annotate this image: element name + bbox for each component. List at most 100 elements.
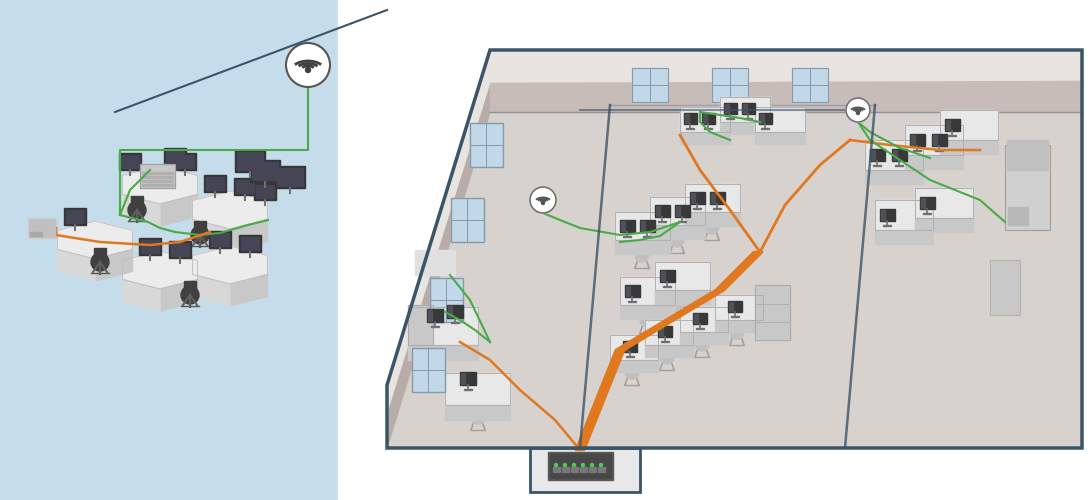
Circle shape [600,464,603,466]
Bar [142,180,173,182]
Polygon shape [645,320,693,345]
Polygon shape [711,193,714,203]
Circle shape [191,226,209,244]
Bar [990,260,1020,315]
Polygon shape [661,271,665,281]
Circle shape [530,187,556,213]
Polygon shape [632,68,668,102]
Bar [662,346,672,353]
Polygon shape [139,238,161,255]
Bar [913,150,921,151]
Bar [464,388,472,390]
Polygon shape [408,307,478,345]
Bar [140,164,175,188]
Bar [142,172,173,174]
Bar [627,361,637,368]
Polygon shape [277,168,302,186]
Polygon shape [206,177,224,190]
Polygon shape [192,246,268,284]
Circle shape [286,43,330,87]
Polygon shape [915,188,973,218]
Circle shape [563,464,567,466]
Circle shape [128,201,146,219]
Bar [628,300,636,302]
Bar [451,322,459,323]
Bar [744,118,752,119]
Polygon shape [141,240,159,253]
Polygon shape [891,149,906,161]
Bar [94,248,106,257]
Bar [339,0,1092,500]
Polygon shape [892,150,897,160]
Polygon shape [729,302,733,311]
Bar [553,467,560,472]
Bar [726,118,734,119]
Polygon shape [209,231,232,248]
Polygon shape [230,220,268,251]
Polygon shape [660,270,675,282]
Polygon shape [675,205,689,217]
Polygon shape [741,103,755,114]
Bar [693,208,701,209]
Polygon shape [676,206,679,216]
Polygon shape [879,209,894,221]
Polygon shape [447,305,463,318]
Bar [29,219,55,237]
Polygon shape [760,114,763,123]
Circle shape [306,68,310,72]
Polygon shape [680,107,729,132]
Polygon shape [658,326,672,337]
Bar [626,356,634,357]
Bar [1007,140,1048,170]
Polygon shape [446,405,510,420]
Polygon shape [655,290,710,304]
Polygon shape [684,113,697,124]
Bar [731,316,739,317]
Polygon shape [715,295,763,320]
Polygon shape [235,150,265,172]
Bar [704,128,712,129]
Polygon shape [870,150,875,160]
Polygon shape [655,262,710,290]
Bar [28,218,56,238]
Bar [548,452,613,480]
Polygon shape [905,155,963,169]
Bar [697,333,707,340]
Polygon shape [448,306,452,317]
Circle shape [542,202,545,204]
Polygon shape [275,166,305,188]
Polygon shape [166,150,183,163]
Bar [1005,145,1051,230]
Polygon shape [615,212,670,240]
Polygon shape [250,160,280,182]
Polygon shape [910,134,925,146]
Polygon shape [701,113,714,124]
Bar [895,164,903,166]
Polygon shape [792,68,828,102]
Polygon shape [427,309,443,322]
Bar [142,176,173,178]
Polygon shape [620,277,675,305]
Circle shape [846,98,870,122]
Polygon shape [446,373,510,405]
Polygon shape [695,314,698,323]
Polygon shape [461,373,465,384]
Polygon shape [905,125,963,155]
Polygon shape [412,348,446,392]
Polygon shape [234,178,256,195]
Polygon shape [875,200,933,230]
Polygon shape [161,194,198,226]
Polygon shape [945,119,960,131]
Polygon shape [211,233,229,246]
Polygon shape [654,205,669,217]
Bar [562,467,569,472]
Bar [677,294,687,301]
Polygon shape [387,50,490,448]
Polygon shape [460,372,476,385]
Polygon shape [387,112,1082,448]
Bar [624,236,631,237]
Polygon shape [911,135,914,145]
Polygon shape [171,243,189,256]
Polygon shape [122,280,161,311]
Bar [637,244,646,251]
